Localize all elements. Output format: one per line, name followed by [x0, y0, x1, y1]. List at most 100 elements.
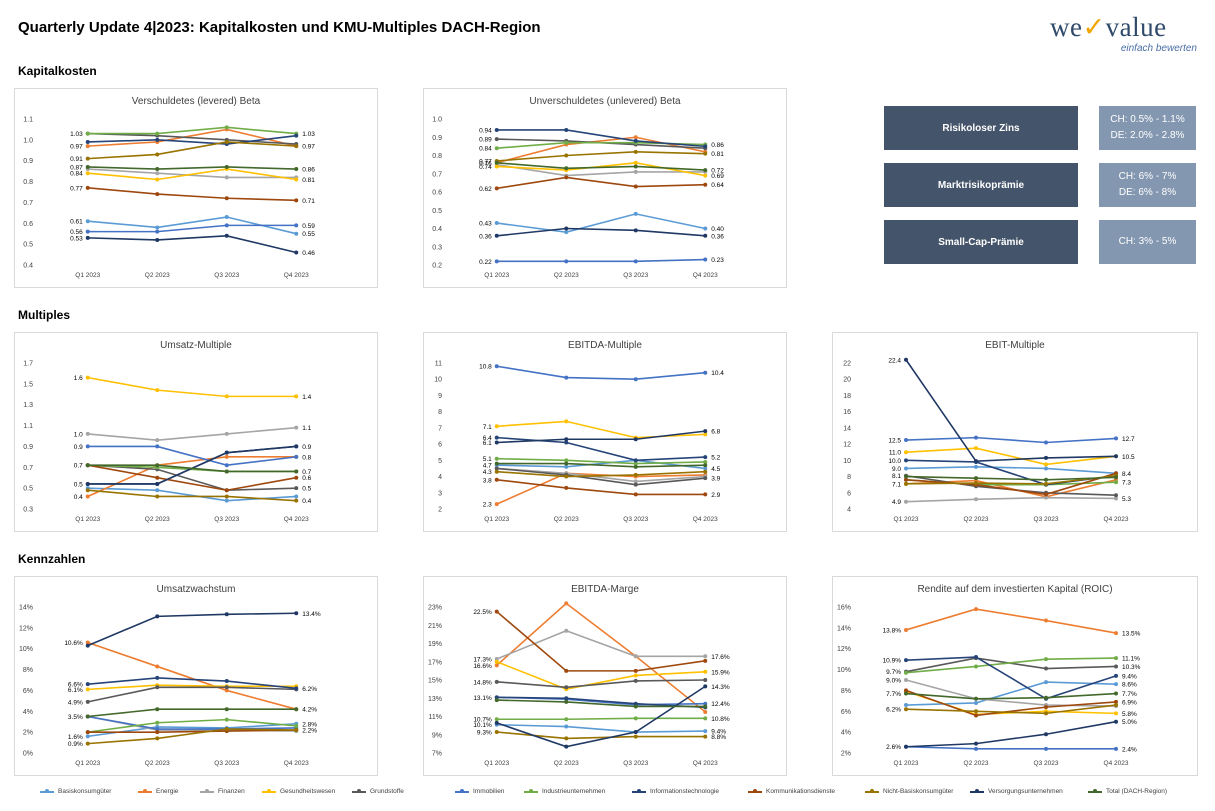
- legend-item: Basiskonsumgüter: [40, 788, 111, 795]
- data-point: [703, 463, 708, 468]
- chart-title: Unverschuldetes (unlevered) Beta: [529, 96, 681, 107]
- series-line: [905, 679, 1117, 707]
- data-point: [564, 601, 569, 606]
- y-tick-label: 3: [438, 490, 442, 497]
- data-point: [155, 152, 160, 157]
- data-label: 9.4%: [711, 729, 726, 736]
- data-label: 10.7%: [473, 717, 492, 724]
- series-line: [496, 610, 706, 672]
- data-point: [1114, 475, 1118, 480]
- data-point: [155, 675, 160, 680]
- x-tick-label: Q2 2023: [145, 272, 170, 279]
- data-label: 0.62: [479, 186, 492, 193]
- data-label: 0.71: [302, 198, 315, 205]
- data-point: [494, 364, 499, 369]
- data-point: [633, 458, 638, 463]
- data-label: 1.1: [302, 425, 311, 432]
- data-point: [155, 727, 160, 732]
- data-point: [564, 458, 569, 463]
- data-point: [85, 643, 90, 648]
- series-line: [87, 166, 297, 170]
- data-point: [294, 611, 299, 616]
- data-label: 0.97: [302, 144, 315, 151]
- data-point: [494, 663, 499, 668]
- series-line: [496, 723, 706, 733]
- legend-label: Finanzen: [218, 788, 245, 795]
- data-point: [974, 713, 978, 718]
- data-point: [974, 607, 978, 612]
- y-tick-label: 14%: [19, 605, 33, 612]
- chart-plot: 7% 9% 11% 13% 15% 17% 19% 21% 23% Q1 2023 Q2 2023 Q…: [428, 601, 730, 767]
- chart-ebit-multiple: EBIT-Multiple 4 6 8 10 12 14 16 18 20 22 Q1 2023 Q2…: [832, 332, 1198, 532]
- series-line: [87, 728, 297, 745]
- data-label: 0.9%: [68, 741, 83, 748]
- x-tick-label: Q4 2023: [693, 760, 718, 767]
- x-tick-label: Q1 2023: [75, 272, 100, 279]
- data-point: [224, 488, 229, 493]
- data-label: 0.81: [302, 177, 315, 184]
- data-point: [494, 127, 499, 132]
- x-tick-label: Q4 2023: [693, 516, 718, 523]
- data-point: [1044, 477, 1048, 482]
- legend-swatch: [970, 789, 984, 793]
- legend-item: Versorgungsunternehmen: [970, 788, 1063, 795]
- legend-swatch: [865, 789, 879, 793]
- data-point: [974, 481, 978, 486]
- legend-swatch: [632, 789, 646, 793]
- data-label: 0.5: [302, 486, 311, 493]
- data-label: 6.8: [711, 429, 720, 436]
- y-tick-label: 23%: [428, 605, 442, 612]
- data-label: 0.77: [70, 185, 83, 192]
- series-line: [905, 720, 1117, 748]
- data-point: [633, 461, 638, 466]
- data-point: [904, 707, 908, 712]
- data-label: 0.4: [302, 498, 311, 505]
- y-tick-label: 9: [438, 393, 442, 400]
- data-label: 10.5: [1122, 454, 1135, 461]
- series-line: [87, 464, 297, 492]
- y-tick-label: 17%: [428, 659, 442, 666]
- data-point: [294, 728, 299, 733]
- data-point: [633, 228, 638, 233]
- data-label: 6.6%: [68, 682, 83, 689]
- data-label: 0.23: [711, 257, 724, 264]
- data-point: [494, 186, 499, 191]
- legend-swatch: [455, 789, 469, 793]
- data-point: [1044, 666, 1048, 671]
- data-label: 5.3: [1122, 496, 1131, 503]
- y-tick-label: 10%: [19, 646, 33, 653]
- data-label: 4.3: [483, 469, 492, 476]
- y-tick-label: 22: [843, 361, 851, 368]
- series-line: [496, 163, 706, 177]
- data-point: [155, 167, 160, 172]
- data-point: [224, 727, 229, 732]
- data-point: [224, 164, 229, 169]
- data-point: [703, 151, 708, 156]
- market-risk-premium-label: Marktrisikoprämie: [884, 163, 1078, 207]
- data-point: [494, 233, 499, 238]
- data-point: [85, 730, 90, 735]
- data-label: 0.84: [479, 146, 492, 153]
- market-risk-premium-values: CH: 6% - 7% DE: 6% - 8%: [1099, 163, 1196, 207]
- data-point: [703, 432, 708, 437]
- legend-label: Immobilien: [473, 788, 505, 795]
- data-point: [155, 444, 160, 449]
- data-point: [155, 707, 160, 712]
- data-point: [974, 497, 978, 502]
- series-line: [905, 472, 1117, 496]
- data-point: [1044, 466, 1048, 471]
- series-line: [905, 474, 1117, 485]
- data-point: [224, 223, 229, 228]
- data-label: 4.9: [892, 499, 901, 506]
- data-point: [494, 730, 499, 735]
- data-point: [974, 746, 978, 751]
- data-point: [494, 259, 499, 264]
- data-label: 0.55: [302, 231, 315, 238]
- series-line: [496, 699, 706, 708]
- data-label: 1.6: [74, 375, 83, 382]
- data-label: 7.7%: [886, 691, 901, 698]
- y-tick-label: 1.5: [23, 381, 33, 388]
- x-tick-label: Q4 2023: [1104, 516, 1129, 523]
- data-label: 0.7: [302, 469, 311, 476]
- data-point: [1114, 631, 1118, 636]
